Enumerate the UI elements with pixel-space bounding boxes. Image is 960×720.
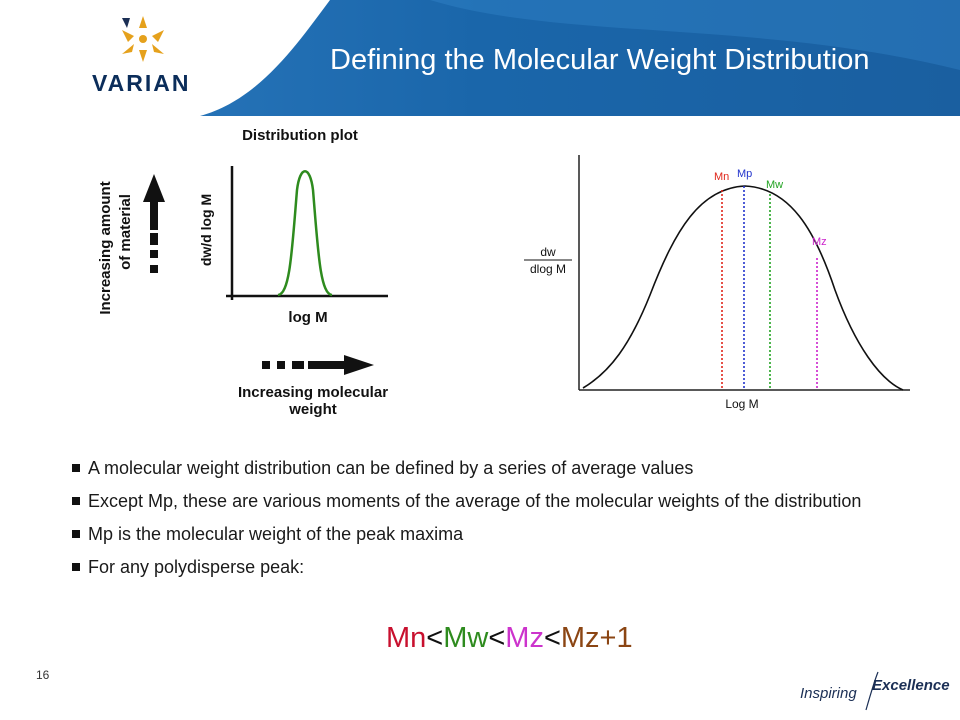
varian-logo-icon — [122, 16, 164, 62]
left-y-axis-label: dw/d log M — [198, 194, 214, 266]
bullet-marker-icon — [72, 530, 80, 539]
distribution-curve-averages — [582, 185, 904, 391]
page-title: Defining the Molecular Weight Distributi… — [330, 44, 870, 76]
tagline-excellence: Excellence — [872, 677, 950, 694]
bullet-item: Mp is the molecular weight of the peak m… — [66, 522, 918, 547]
mz-label: Mz — [812, 236, 827, 248]
header-band: VARIAN Defining the Molecular Weight Dis… — [0, 0, 960, 116]
formula-lt-3: < — [543, 622, 561, 654]
right-y-label-numerator: dw — [540, 245, 556, 259]
bullet-text: Mp is the molecular weight of the peak m… — [88, 524, 464, 544]
formula-mn: Mn — [386, 622, 427, 654]
bullet-item: A molecular weight distribution can be d… — [66, 456, 918, 481]
increasing-weight-arrow — [262, 355, 374, 375]
bullet-marker-icon — [72, 464, 80, 473]
tagline-inspiring: Inspiring — [800, 685, 857, 702]
bullet-marker-icon — [72, 497, 80, 506]
mn-label: Mn — [714, 171, 729, 183]
bullet-text: For any polydisperse peak: — [88, 557, 305, 577]
bullet-text: A molecular weight distribution can be d… — [88, 458, 694, 478]
bullet-list: A molecular weight distribution can be d… — [66, 456, 918, 588]
vertical-arrow-label-1: Increasing amount — [97, 181, 114, 314]
vertical-arrow-label-2: of material — [117, 194, 134, 270]
distribution-curve — [277, 170, 333, 297]
right-x-axis-label: Log M — [725, 397, 758, 411]
brand-name: VARIAN — [92, 70, 191, 96]
bullet-item: Except Mp, these are various moments of … — [66, 489, 918, 514]
bullet-marker-icon — [72, 563, 80, 572]
mw-label: Mw — [766, 179, 783, 191]
formula-lt-1: < — [426, 622, 444, 654]
formula-mw: Mw — [443, 622, 489, 654]
bullet-text: Except Mp, these are various moments of … — [88, 491, 862, 511]
mp-label: Mp — [737, 168, 752, 180]
increasing-amount-arrow — [143, 174, 165, 273]
distribution-plot-title: Distribution plot — [242, 127, 358, 144]
page-number: 16 — [36, 668, 50, 682]
formula-lt-2: < — [488, 622, 506, 654]
bullet-item: For any polydisperse peak: — [66, 555, 918, 580]
formula-mz: Mz — [505, 622, 544, 654]
molecular-weight-inequality: Mn<Mw<Mz<Mz+1 — [386, 622, 633, 655]
inspiring-excellence-logo: Inspiring Excellence — [800, 671, 950, 711]
left-x-axis-label: log M — [288, 309, 327, 326]
diagram-area: Distribution plot dw/d log M log M Incre… — [97, 127, 910, 418]
horizontal-arrow-label-2: weight — [288, 401, 337, 418]
right-y-label-denominator: dlog M — [530, 262, 566, 276]
header-background — [0, 0, 960, 116]
horizontal-arrow-label-1: Increasing molecular — [238, 384, 388, 401]
formula-mz1: Mz+1 — [560, 622, 633, 654]
tagline-swoosh-icon — [865, 671, 879, 711]
